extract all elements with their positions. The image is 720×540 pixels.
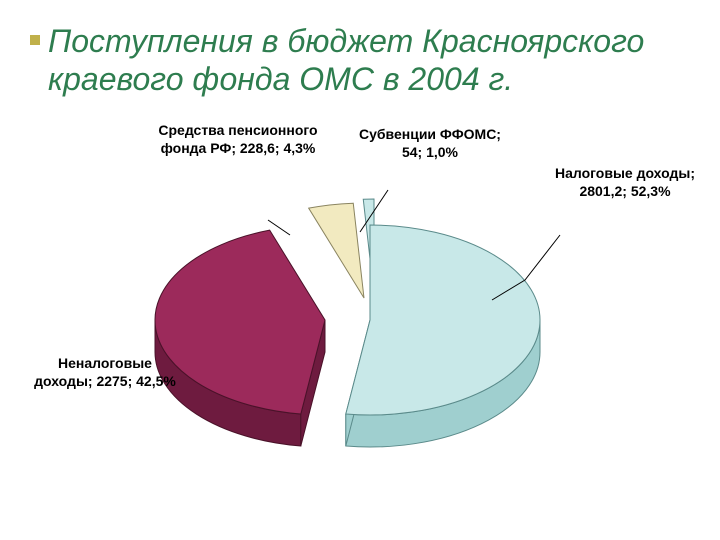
segment-label-nontax-income: Неналоговые доходы; 2275; 42,5% (30, 355, 180, 390)
segment-label-ffoms-subvention: Субвенции ФФОМС; 54; 1,0% (355, 126, 505, 161)
segment-label-pension-fund: Средства пенсионного фонда РФ; 228,6; 4,… (158, 122, 318, 157)
title-bullet-icon (30, 32, 40, 42)
slide-title-line1: Поступления в бюджет Красноярского (48, 22, 668, 60)
slide: Поступления в бюджет Красноярского краев… (0, 0, 720, 540)
pie-chart: Налоговые доходы; 2801,2; 52,3% Неналого… (0, 120, 720, 520)
slide-title-line2: краевого фонда ОМС в 2004 г. (48, 60, 668, 98)
segment-label-tax-income: Налоговые доходы; 2801,2; 52,3% (555, 165, 695, 200)
slide-title: Поступления в бюджет Красноярского краев… (48, 22, 668, 99)
